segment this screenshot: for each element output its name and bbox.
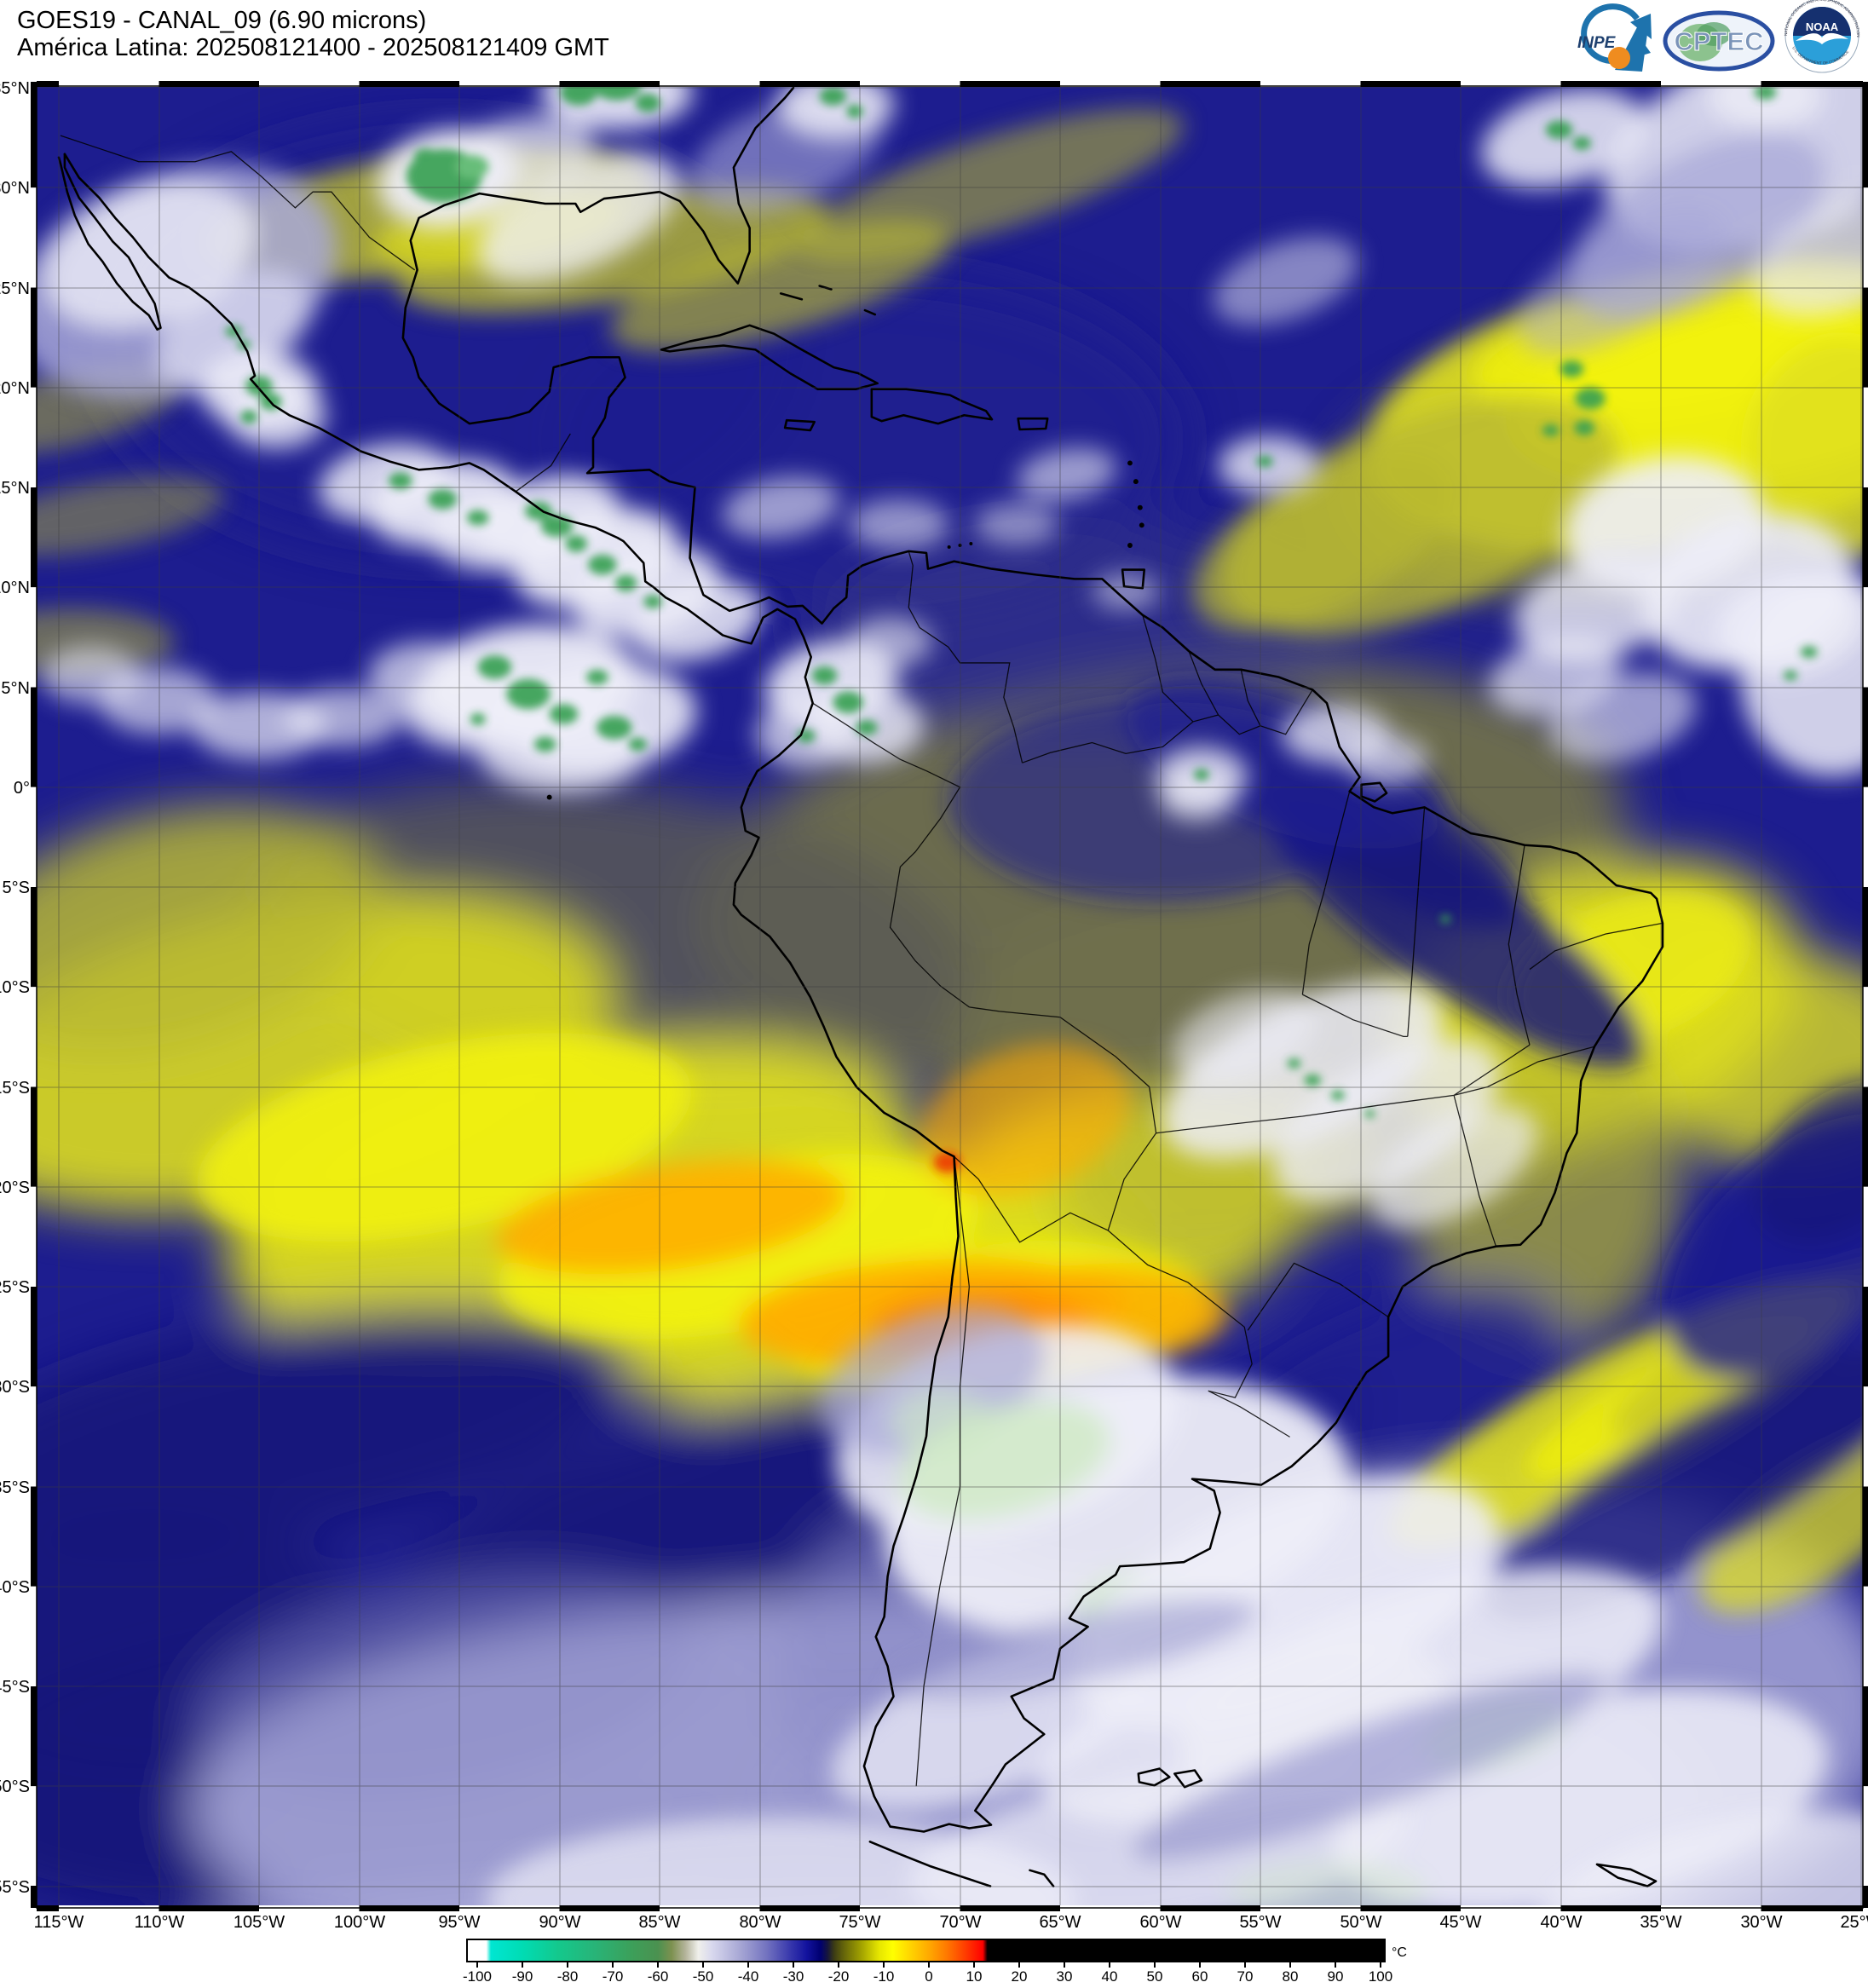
colorbar-tick-marks xyxy=(476,1962,1381,1968)
lat-label: 10°S xyxy=(0,978,30,997)
colorbar-tick-label: -30 xyxy=(783,1968,804,1984)
lat-label: 20°S xyxy=(0,1178,30,1197)
lon-label: 70°W xyxy=(939,1913,981,1932)
hot-surface-spot xyxy=(933,1152,961,1173)
colorbar-tick-label: 20 xyxy=(1012,1968,1028,1984)
map-subtitle-timestamp: América Latina: 202508121400 - 202508121… xyxy=(17,34,609,61)
coastline-trinidad xyxy=(1121,568,1146,590)
lon-label: 75°W xyxy=(839,1913,880,1932)
lon-label: 90°W xyxy=(539,1913,580,1932)
colorbar-tick-label: 50 xyxy=(1147,1968,1163,1984)
coastline-jamaica xyxy=(783,418,816,432)
colorbar-tick-label: -90 xyxy=(512,1968,533,1984)
coastlines xyxy=(57,86,1664,1887)
lon-label: 40°W xyxy=(1540,1913,1582,1932)
coastline-puerto-rico xyxy=(1017,417,1049,431)
inpe-orange-dot xyxy=(1608,47,1630,69)
cptec-logo: CPTEC xyxy=(1663,10,1775,72)
colorbar: -100 -90 -80 -70 -60 -50 -40 -30 -20 -10 0 10 20 30 40… xyxy=(463,1939,1407,1985)
lon-label: 30°W xyxy=(1740,1913,1782,1932)
colorbar-tick-label: 0 xyxy=(925,1968,932,1984)
colorbar-unit: °C xyxy=(1392,1945,1407,1960)
lat-label: 45°S xyxy=(0,1678,30,1697)
colorbar-tick-label: 70 xyxy=(1237,1968,1254,1984)
lon-label: 110°W xyxy=(135,1913,185,1932)
map-title: GOES19 - CANAL_09 (6.90 microns) xyxy=(17,7,427,34)
lon-label: 55°W xyxy=(1239,1913,1281,1932)
lon-label: 115°W xyxy=(34,1913,84,1932)
colorbar-tick-label: 80 xyxy=(1283,1968,1299,1984)
lat-label: 15°S xyxy=(0,1079,30,1098)
header: GOES19 - CANAL_09 (6.90 microns) América… xyxy=(17,7,609,61)
lon-label: 45°W xyxy=(1439,1913,1481,1932)
lat-label: 35°N xyxy=(0,79,30,98)
colorbar-tick-labels: -100 -90 -80 -70 -60 -50 -40 -30 -20 -10 0 10 20 30 40… xyxy=(463,1968,1392,1985)
lon-axis: 115°W 110°W 105°W 100°W 95°W 90°W 85°W 80°W 75°W… xyxy=(34,1913,1868,1932)
noaa-seagull-icon xyxy=(1796,32,1848,44)
colorbar-tick-label: -20 xyxy=(828,1968,850,1984)
noaa-sky xyxy=(1793,7,1851,36)
lat-label: 5°N xyxy=(1,679,30,698)
inpe-wordmark: INPE xyxy=(1577,34,1617,52)
lon-label: 35°W xyxy=(1640,1913,1681,1932)
lat-label: 30°N xyxy=(0,179,30,198)
colorbar-tick-label: 30 xyxy=(1057,1968,1073,1984)
colorbar-tick-label: 10 xyxy=(966,1968,983,1984)
graticule-grid xyxy=(37,86,1863,1908)
lat-label: 50°S xyxy=(0,1778,30,1796)
coastline-americas xyxy=(63,86,1664,1833)
colorbar-tick-label: -100 xyxy=(463,1968,492,1984)
lon-label: 100°W xyxy=(334,1913,385,1932)
colorbar-gradient-bar xyxy=(466,1939,1386,1962)
lon-label: 60°W xyxy=(1139,1913,1181,1932)
colorbar-tick-label: -70 xyxy=(602,1968,624,1984)
lon-label: 65°W xyxy=(1039,1913,1081,1932)
colorbar-tick-label: 100 xyxy=(1369,1968,1392,1984)
lat-label: 55°S xyxy=(0,1878,30,1897)
noaa-wordmark: NOAA xyxy=(1806,20,1839,33)
colorbar-tick-label: -50 xyxy=(693,1968,714,1984)
lon-label: 50°W xyxy=(1340,1913,1381,1932)
lat-label: 25°S xyxy=(0,1278,30,1297)
lon-label: 25°W xyxy=(1840,1913,1868,1932)
coastline-cuba xyxy=(660,324,879,391)
map-border xyxy=(36,85,1864,1909)
colorbar-tick-label: -10 xyxy=(873,1968,895,1984)
colorbar-tick-label: 40 xyxy=(1102,1968,1118,1984)
lat-label: 5°S xyxy=(3,879,30,897)
lon-label: 105°W xyxy=(234,1913,285,1932)
colorbar-tick-label: 60 xyxy=(1192,1968,1208,1984)
lat-label: 15°N xyxy=(0,479,30,498)
lat-label: 30°S xyxy=(0,1378,30,1397)
lat-label: 0° xyxy=(14,779,30,798)
colorbar-tick-label: 90 xyxy=(1328,1968,1344,1984)
colorbar-tick-label: -80 xyxy=(557,1968,579,1984)
coastline-falklands xyxy=(1137,1767,1203,1789)
coastline-hispaniola xyxy=(870,388,994,425)
lat-label: 20°N xyxy=(0,379,30,398)
lon-label: 80°W xyxy=(739,1913,781,1932)
coastline-tierra-del-fuego xyxy=(868,1841,1055,1887)
map-frame xyxy=(31,81,1868,1911)
lat-label: 25°N xyxy=(0,279,30,298)
coastline-baja xyxy=(57,153,162,331)
lat-label: 10°N xyxy=(0,579,30,597)
lat-axis: 35°N 30°N 25°N 20°N 15°N 10°N 5°N 0° 5°S 10°S 15°S… xyxy=(0,79,30,1897)
lon-label: 85°W xyxy=(638,1913,680,1932)
noaa-logo: NOAA NATIONAL OCEANIC AND ATMOSPHERIC AD… xyxy=(1784,0,1860,73)
lon-label: 95°W xyxy=(438,1913,480,1932)
colorbar-tick-label: -40 xyxy=(738,1968,759,1984)
lat-label: 40°S xyxy=(0,1578,30,1597)
convective-cores xyxy=(225,86,1818,1118)
cptec-wordmark: CPTEC xyxy=(1674,26,1763,56)
inpe-logo: INPE xyxy=(1573,3,1652,72)
lat-label: 35°S xyxy=(0,1478,30,1497)
colorbar-tick-label: -60 xyxy=(648,1968,669,1984)
coastline-south-georgia xyxy=(1595,1863,1658,1887)
